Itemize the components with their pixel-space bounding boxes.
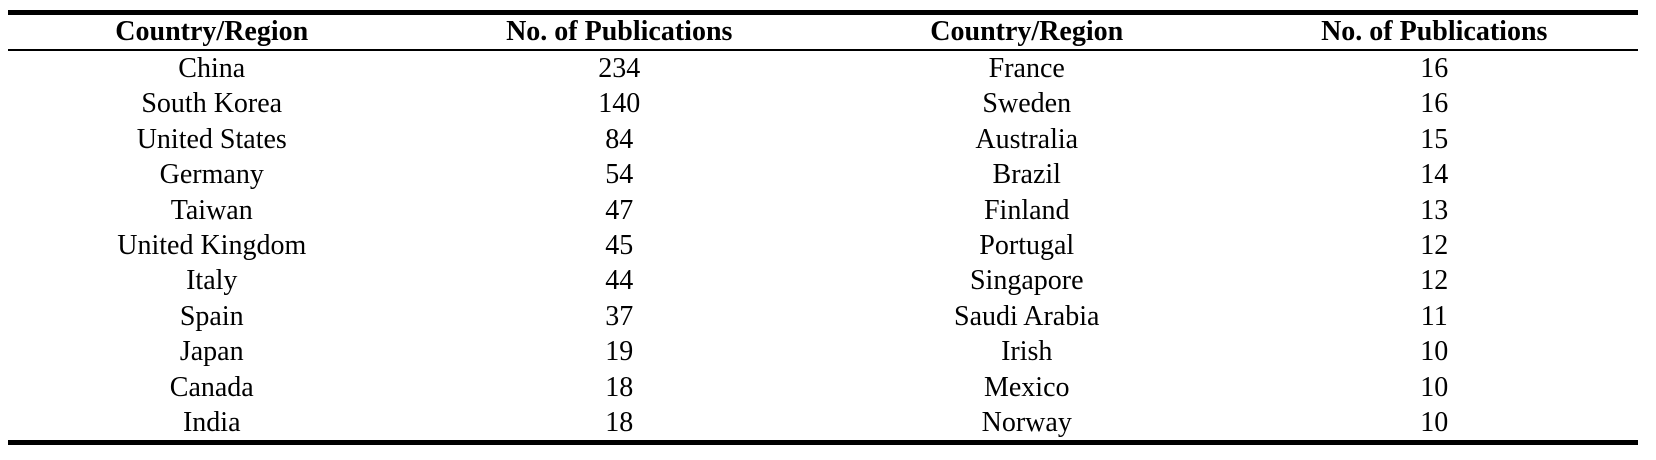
table-row: United States 84 Australia 15	[8, 122, 1638, 157]
country-cell: France	[988, 53, 1065, 84]
header-country-region-right: Country/Region	[823, 15, 1231, 51]
country-cell: Mexico	[983, 371, 1070, 403]
country-cell: Spain	[179, 300, 244, 332]
country-cell: Brazil	[992, 159, 1061, 191]
publications-cell: 16	[1420, 53, 1449, 84]
publications-cell: 37	[605, 300, 634, 332]
country-cell: Finland	[983, 194, 1070, 226]
country-cell: Sweden	[982, 88, 1072, 120]
country-cell: South Korea	[141, 88, 283, 120]
table-row: Germany 54 Brazil 14	[8, 157, 1638, 192]
table-row: United Kingdom 45 Portugal 12	[8, 228, 1638, 263]
table-row: Italy 44 Singapore 12	[8, 263, 1638, 298]
publications-cell: 234	[598, 53, 641, 84]
publications-cell: 11	[1420, 300, 1448, 332]
country-cell: Italy	[186, 265, 238, 297]
publications-cell: 18	[605, 371, 634, 403]
publications-cell: 12	[1420, 230, 1449, 262]
header-publications-right: No. of Publications	[1230, 15, 1638, 51]
header-publications-left: No. of Publications	[415, 15, 823, 51]
publications-cell: 15	[1420, 123, 1449, 155]
publications-cell: 18	[605, 407, 634, 439]
publications-cell: 14	[1420, 159, 1449, 191]
publications-table-container: Country/Region No. of Publications Count…	[8, 10, 1638, 446]
country-cell: Germany	[159, 159, 264, 191]
header-country-region-left: Country/Region	[8, 15, 416, 51]
publications-cell: 44	[605, 265, 634, 297]
country-cell: Portugal	[979, 230, 1075, 262]
publications-cell: 12	[1420, 265, 1449, 297]
country-cell: Canada	[169, 371, 254, 403]
publications-table: Country/Region No. of Publications Count…	[8, 15, 1638, 440]
publications-cell: 10	[1420, 371, 1449, 403]
country-cell: Japan	[179, 336, 244, 368]
publications-cell: 54	[605, 159, 634, 191]
publications-cell: 10	[1420, 336, 1449, 368]
publications-cell: 19	[605, 336, 634, 368]
country-cell: Singapore	[969, 265, 1084, 297]
country-cell: Irish	[1001, 336, 1053, 368]
country-cell: United States	[136, 123, 287, 155]
country-cell: Taiwan	[170, 194, 253, 226]
country-cell: China	[178, 53, 246, 84]
country-cell: United Kingdom	[117, 230, 307, 262]
table-row: Japan 19 Irish 10	[8, 334, 1638, 369]
publications-cell: 13	[1420, 194, 1449, 226]
country-cell: Australia	[975, 123, 1079, 155]
table-row: China 234 France 16	[8, 50, 1638, 86]
publications-cell: 47	[605, 194, 634, 226]
publications-cell: 45	[605, 230, 634, 262]
publications-cell: 16	[1420, 88, 1449, 120]
table-row: Spain 37 Saudi Arabia 11	[8, 299, 1638, 334]
country-cell: Norway	[981, 407, 1072, 439]
table-row: South Korea 140 Sweden 16	[8, 86, 1638, 121]
country-cell: India	[182, 407, 241, 439]
publications-cell: 84	[605, 123, 634, 155]
table-row: Canada 18 Mexico 10	[8, 370, 1638, 405]
publications-cell: 140	[598, 88, 641, 120]
table-row: Taiwan 47 Finland 13	[8, 193, 1638, 228]
country-cell: Saudi Arabia	[954, 300, 1100, 332]
table-row: India 18 Norway 10	[8, 405, 1638, 440]
table-header-row: Country/Region No. of Publications Count…	[8, 15, 1638, 51]
publications-cell: 10	[1420, 407, 1449, 439]
